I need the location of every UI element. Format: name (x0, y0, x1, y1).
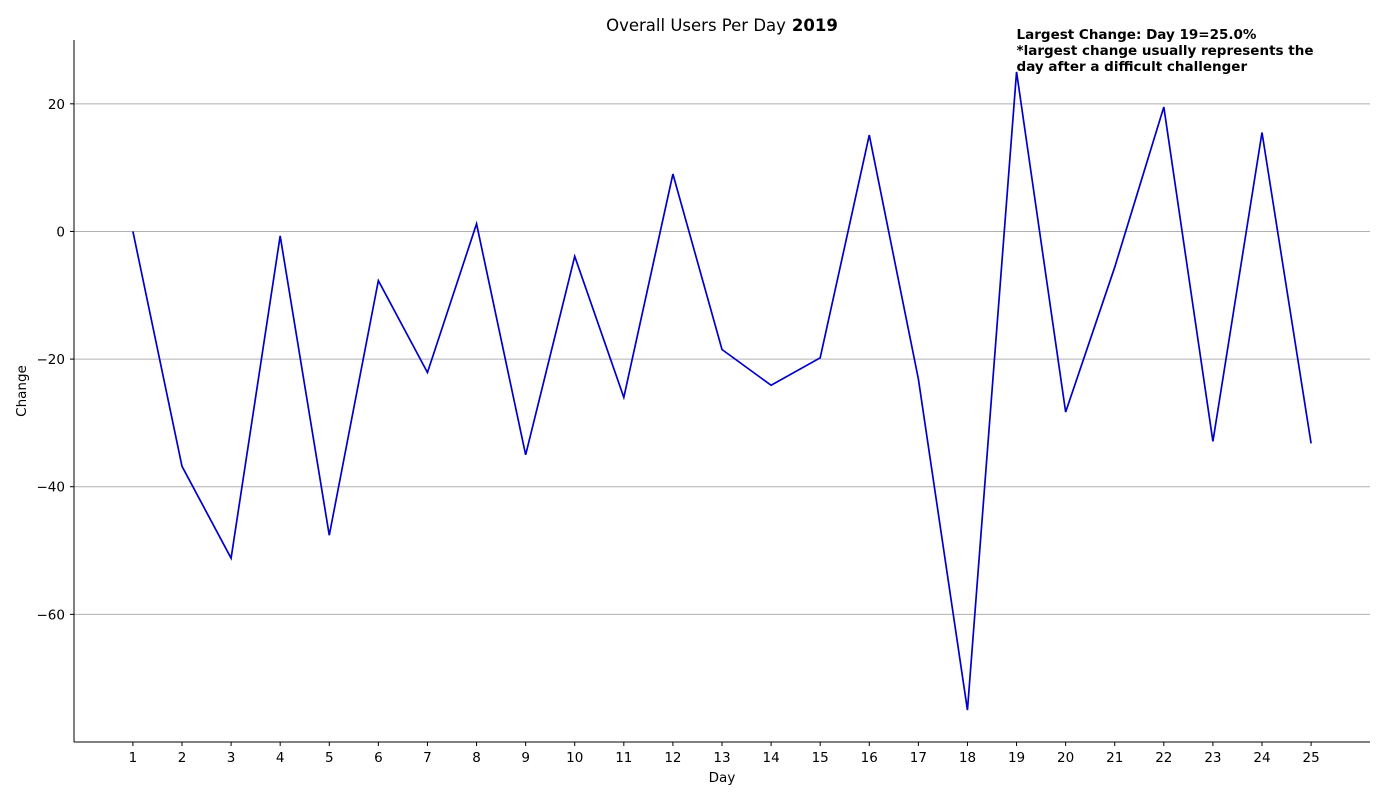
y-tick-label: 20 (48, 97, 65, 113)
y-tick-label: 0 (56, 224, 65, 240)
x-tick-label: 1 (129, 750, 138, 766)
x-tick-label: 20 (1057, 750, 1074, 766)
x-tick-label: 10 (566, 750, 583, 766)
x-tick-label: 17 (910, 750, 927, 766)
chart-title-main: Overall Users Per Day (606, 16, 786, 35)
x-tick-label: 24 (1253, 750, 1270, 766)
data-point (1310, 443, 1312, 445)
x-tick-label: 7 (423, 750, 432, 766)
x-tick-label: 2 (178, 750, 187, 766)
x-tick-label: 18 (959, 750, 976, 766)
series (132, 71, 1312, 711)
data-point (181, 466, 183, 468)
series-line (132, 71, 1312, 711)
annotation-line-1: Largest Change: Day 19=25.0% (1017, 27, 1257, 43)
x-tick-label: 23 (1204, 750, 1221, 766)
data-point (623, 397, 625, 399)
annotation-line-2: *largest change usually represents the (1017, 43, 1314, 59)
data-point (230, 557, 232, 559)
data-point (476, 223, 478, 225)
data-point (328, 534, 330, 536)
x-tick-label: 19 (1008, 750, 1025, 766)
y-axis-label: Change (14, 365, 30, 417)
y-tick-label: −20 (37, 352, 66, 368)
x-tick-label: 15 (812, 750, 829, 766)
data-point (672, 173, 674, 175)
data-point (770, 384, 772, 386)
data-point (868, 134, 870, 136)
x-tick-label: 5 (325, 750, 334, 766)
x-axis-label: Day (709, 770, 736, 786)
data-point (525, 454, 527, 456)
x-tick-label: 22 (1155, 750, 1172, 766)
chart-title-year: 2019 (792, 16, 838, 35)
grid (74, 103, 1370, 615)
annotation-line-3: day after a difficult challenger (1017, 59, 1248, 75)
x-tick-label: 4 (276, 750, 285, 766)
chart-title: Overall Users Per Day 2019 (606, 16, 838, 35)
data-point (721, 349, 723, 351)
data-point (427, 372, 429, 374)
x-tick-label: 21 (1106, 750, 1123, 766)
data-point (378, 280, 380, 282)
data-point (574, 256, 576, 258)
annotation: Largest Change: Day 19=25.0% *largest ch… (1017, 27, 1314, 75)
x-tick-label: 12 (664, 750, 681, 766)
x-tick-label: 9 (521, 750, 530, 766)
y-tick-label: −60 (37, 607, 66, 623)
y-tick-label: −40 (37, 480, 66, 496)
x-tick-label: 11 (615, 750, 632, 766)
x-tick-label: 16 (861, 750, 878, 766)
data-point (1163, 106, 1165, 108)
x-tick-label: 6 (374, 750, 383, 766)
x-tick-label: 8 (472, 750, 481, 766)
data-point (1065, 411, 1067, 413)
data-point (918, 378, 920, 380)
data-point (132, 231, 134, 233)
axes (73, 40, 1370, 743)
x-tick-label: 25 (1302, 750, 1319, 766)
data-point (1212, 441, 1214, 443)
x-tick-label: 14 (762, 750, 779, 766)
data-point (819, 357, 821, 359)
data-point (1261, 132, 1263, 134)
x-tick-label: 3 (227, 750, 236, 766)
x-tick-label: 13 (713, 750, 730, 766)
data-point (967, 709, 969, 711)
data-point (1114, 266, 1116, 268)
data-point (279, 235, 281, 237)
